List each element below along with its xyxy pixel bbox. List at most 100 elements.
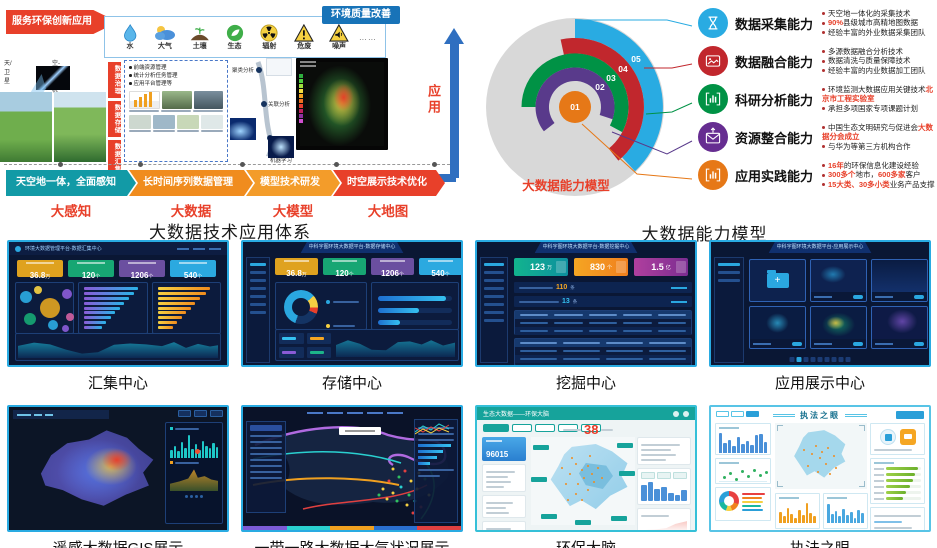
bar-chart-card	[637, 468, 691, 505]
flow-step-2: 长时间序列数据管理	[129, 170, 253, 196]
pointcloud-image	[268, 136, 294, 158]
mini-line-chart	[415, 423, 450, 435]
analysis-step-1: 聚类分析	[232, 68, 255, 74]
thumb-caption: 遥感大数据GIS展示	[7, 537, 229, 548]
hazard-icon	[294, 24, 315, 42]
donut-panel	[715, 487, 771, 521]
mini-model-charts	[266, 58, 292, 76]
flow-step-3: 模型技术研发	[246, 170, 340, 196]
toggle-switch	[792, 341, 802, 346]
side-chart-panel	[165, 422, 223, 524]
storage-gauge-chart	[275, 282, 367, 352]
thumb-caption: 应用展示中心	[774, 375, 865, 392]
trend-area-chart	[15, 333, 221, 361]
ground-photo-2	[54, 92, 106, 162]
flow-tag-1: 大感知	[50, 204, 92, 219]
gallery-cell-cunchu: 中科宇图环境大数据平台-数据存储中心 36.8万 120个 1206个 540个	[241, 240, 463, 393]
analysis-flow: 聚类分析 关联分析 机器学习	[230, 56, 294, 168]
bottom-panel	[275, 329, 459, 361]
mini-captions-row2	[129, 130, 223, 132]
capability-title: 资源整合能力	[735, 130, 814, 146]
summary-numbers-panel	[870, 507, 925, 530]
capability-row-collect: 数据采集能力 天空地一体化的采集技术 90%县级城市高精地图数据 经验丰富的外业…	[698, 4, 937, 42]
storage-usage-bars	[371, 282, 459, 330]
more-ellipsis: ……	[358, 32, 377, 42]
chart-icon	[698, 84, 728, 114]
gallery-cell-wajue: 中科宇图环境大数据平台-数据挖掘中心 123 万 830 个 1.5 亿 110 条 1…	[475, 240, 697, 393]
trend-area-chart	[336, 340, 455, 357]
sidebar-menu	[714, 257, 744, 363]
apply-arrow-bar	[450, 44, 459, 178]
thumb-eco-brain: 生态大数据——环保大脑 38 96015	[475, 405, 697, 532]
flow-tag-3: 大模型	[272, 204, 314, 219]
left-info-panel	[246, 421, 286, 513]
summary-row-1: 110 条	[514, 282, 692, 293]
dashboard-title: 中科宇图环境大数据平台-应用展示中心	[768, 242, 872, 253]
right-stat-column	[637, 437, 691, 530]
capability-title: 应用实践能力	[735, 168, 814, 184]
gallery-cell-zhifa: 执法之眼	[709, 405, 931, 548]
new-app-card	[749, 259, 806, 302]
stat-cards: 123 万 830 个 1.5 亿	[514, 258, 688, 276]
capability-title: 数据融合能力	[735, 54, 814, 70]
chart-icon	[698, 160, 728, 190]
gallery-cell-gis: 遥感大数据GIS展示	[7, 405, 229, 548]
mail-icon	[698, 122, 728, 152]
gallery-cell-yingyong: 中科宇图环境大数据平台-应用展示中心 应用展示中心	[709, 240, 931, 393]
environment-media-iconbox: 水 大气 土壤 生态 辐射 危废 噪声 ……	[104, 16, 386, 58]
toggle-switch	[914, 294, 924, 299]
media-soil: 土壤	[185, 24, 215, 50]
thumb-caption: 执法之眼	[709, 537, 931, 548]
thumb-caption: 环保大脑	[475, 537, 697, 548]
donut-legend	[742, 491, 767, 511]
ring-label-05: 05	[631, 54, 641, 64]
app-card-grid	[749, 259, 928, 349]
folder-plus-icon	[766, 270, 789, 288]
thumb-storage-center: 中科宇图环境大数据平台-数据存储中心 36.8万 120个 1206个 540个	[241, 240, 463, 367]
capability-row-practice: 应用实践能力 16年的环保信息化建设经验 300多个地市，600多家客户 15大…	[698, 156, 937, 194]
bar-chart-left	[78, 282, 148, 334]
thumb-mining-center: 中科宇图环境大数据平台-数据挖掘中心 123 万 830 个 1.5 亿 110 条 1…	[475, 240, 697, 367]
data-table-1	[514, 310, 692, 335]
orange-bar-panel	[775, 493, 820, 529]
map-header	[13, 410, 109, 419]
radar-legend	[299, 74, 303, 123]
logo-icon	[15, 245, 21, 252]
ring-label-01: 01	[570, 102, 580, 112]
ground-photo-1	[0, 92, 52, 162]
dashboard-title: 执法之眼	[773, 410, 867, 421]
left-diagram-caption: 大数据技术应用体系	[149, 223, 311, 242]
capability-ring-chart: 01 02 03 04 05 大数据能力模型	[486, 18, 664, 196]
satellite-label: 天/卫星	[4, 61, 12, 85]
map-buttons	[178, 410, 223, 417]
bar-chart	[170, 432, 218, 458]
peak-marker	[195, 449, 200, 454]
media-radiation: 辐射	[254, 24, 284, 50]
stat-cards: 36.8万 120个 1206个 540个	[275, 258, 461, 278]
main-stat-card: 96015	[482, 437, 526, 461]
gallery-cell-huiji: 环境大数据管理平台-数据汇集中心 36.8万 120个 1206个 540个	[7, 240, 229, 393]
radar-map-image	[296, 58, 388, 150]
ring-label-03: 03	[606, 73, 616, 83]
left-stat-column: 96015	[482, 437, 526, 530]
data-table-2	[514, 338, 692, 365]
thumb-law-enforcement-eye: 执法之眼	[709, 405, 931, 532]
bar-chart-right	[151, 282, 221, 334]
screenshot-gallery: 环境大数据管理平台-数据汇集中心 36.8万 120个 1206个 540个	[7, 240, 931, 548]
bar-chart-panel	[715, 423, 771, 455]
media-noise: 噪声	[324, 24, 354, 50]
data-management-box: 前端资源管理 统计分析任务管理 应用平台管理等	[124, 60, 228, 162]
dashboard-title: 中科宇图环境大数据平台-数据存储中心	[300, 242, 404, 253]
pagination	[789, 357, 851, 362]
image-icon	[698, 46, 728, 76]
gallery-cell-yidaiyilu: 一带一路大数据大气状况展示	[241, 405, 463, 548]
mini-captions-row1	[129, 110, 223, 112]
mini-thumbs-row2	[129, 115, 223, 129]
blue-bar-panel	[823, 493, 868, 529]
sidebar-menu	[246, 257, 270, 363]
region-map	[531, 437, 635, 525]
apply-label: 应用	[426, 84, 441, 116]
personnel-icon	[879, 429, 896, 445]
media-eco: 生态	[220, 24, 250, 50]
vehicle-icon	[899, 429, 916, 445]
